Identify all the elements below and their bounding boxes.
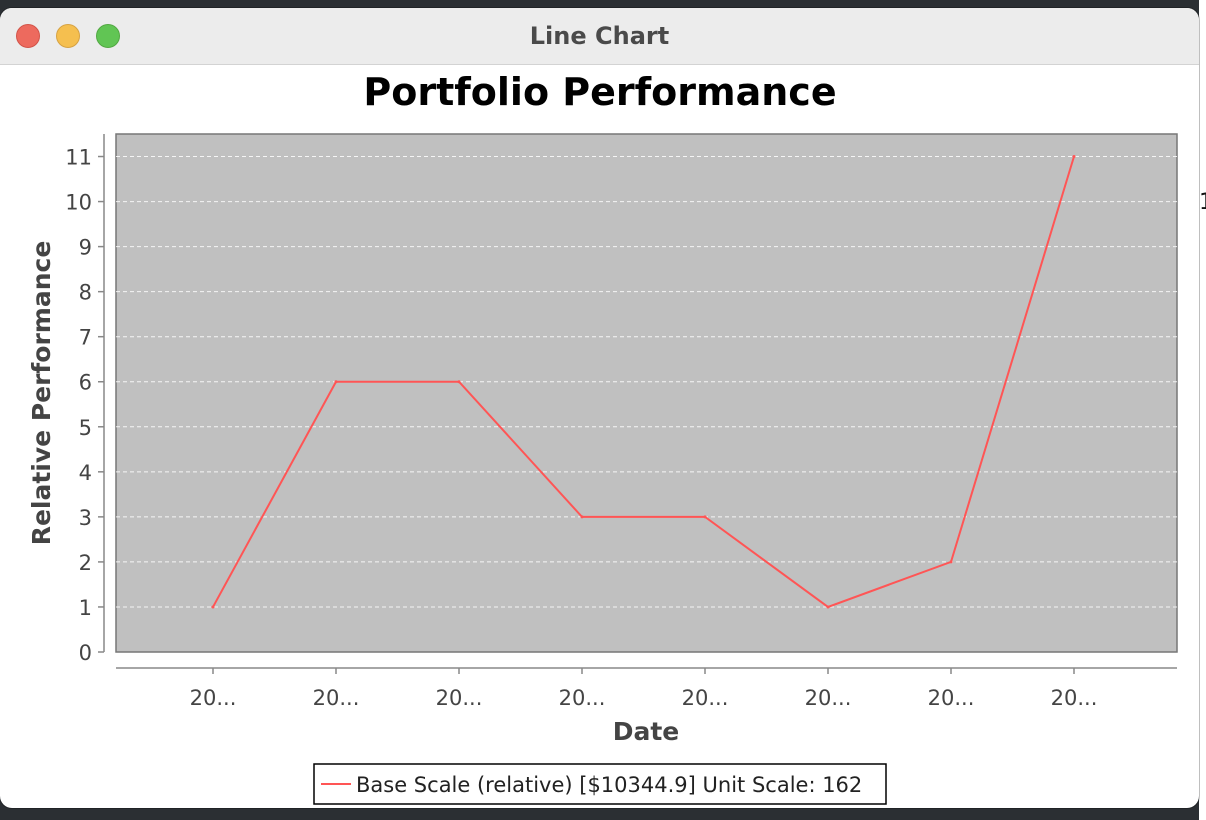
clipped-background-text: 1 [1199, 190, 1206, 215]
zoom-window-button[interactable] [96, 24, 120, 48]
y-tick-label: 1 [79, 596, 92, 620]
y-tick-label: 7 [79, 326, 92, 350]
y-axis: 0 1 2 3 4 5 6 7 8 9 10 11 [65, 134, 105, 665]
y-tick-label: 3 [79, 506, 92, 530]
minimize-window-button[interactable] [56, 24, 80, 48]
x-tick-label: 20... [805, 686, 852, 710]
y-tick-label: 5 [79, 416, 92, 440]
data-point [703, 515, 707, 519]
x-tick-label: 20... [190, 686, 237, 710]
line-chart: Portfolio Performance 0 1 2 3 4 5 6 7 8 9 10 11 20.… [27, 70, 1178, 805]
y-tick-label: 11 [65, 146, 92, 170]
series-layer [211, 155, 1076, 609]
x-tick-label: 20... [928, 686, 975, 710]
chart-window: Line Chart Portfolio Performance 0 1 2 3 4 5 6… [0, 8, 1199, 808]
data-point [580, 515, 584, 519]
y-tick-label: 6 [79, 371, 92, 395]
x-tick-label: 20... [313, 686, 360, 710]
gridlines [116, 156, 1177, 608]
y-tick-label: 8 [79, 281, 92, 305]
x-axis-label: Date [613, 717, 680, 746]
data-point [949, 560, 953, 564]
title-bar[interactable]: Line Chart [0, 8, 1199, 65]
data-point [211, 605, 215, 609]
y-tick-label: 10 [65, 191, 92, 215]
legend-box [313, 763, 887, 805]
desktop-background: 1 [1199, 0, 1206, 820]
y-tick-label: 0 [79, 641, 92, 665]
y-tick-label: 4 [79, 461, 92, 485]
x-tick-label: 20... [436, 686, 483, 710]
x-tick-label: 20... [1051, 686, 1098, 710]
close-window-button[interactable] [16, 24, 40, 48]
data-point [1072, 155, 1076, 159]
y-axis-label: Relative Performance [27, 241, 56, 546]
y-tick-label: 2 [79, 551, 92, 575]
data-point [334, 380, 338, 384]
legend: Base Scale (relative) [$10344.9] Unit Sc… [313, 763, 887, 805]
series-line [212, 156, 1075, 609]
y-tick-label: 9 [79, 236, 92, 260]
chart-title: Portfolio Performance [363, 70, 836, 114]
x-tick-label: 20... [682, 686, 729, 710]
data-point [457, 380, 461, 384]
plot-area [115, 133, 1178, 653]
window-title: Line Chart [529, 22, 670, 50]
x-axis: 20... 20... 20... 20... 20... 20... 20... 20... [116, 667, 1177, 710]
x-tick-label: 20... [559, 686, 606, 710]
legend-entry-label: Base Scale (relative) [$10344.9] Unit Sc… [356, 773, 862, 797]
data-point [826, 605, 830, 609]
